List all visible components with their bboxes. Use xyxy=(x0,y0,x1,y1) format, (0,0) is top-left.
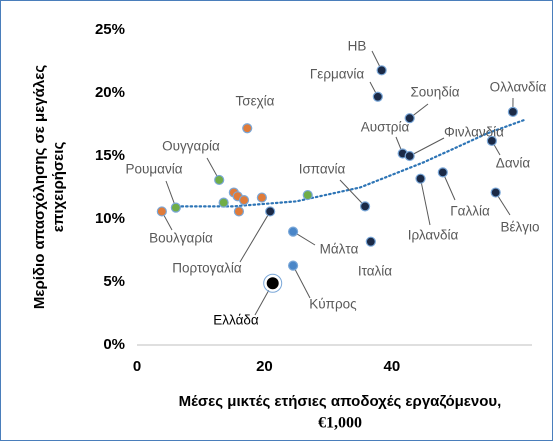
point-label: Ολλανδία xyxy=(490,80,547,95)
x-tick-label: 40 xyxy=(383,358,400,375)
point xyxy=(265,206,276,217)
point xyxy=(365,236,376,247)
point xyxy=(486,135,497,146)
y-tick-label: 20% xyxy=(95,84,125,101)
y-tick-label: 15% xyxy=(95,147,125,164)
point-label: Ιταλία xyxy=(358,264,392,279)
point xyxy=(372,91,383,102)
point xyxy=(256,192,267,203)
y-axis-label: επιχειρήσεις xyxy=(50,142,67,233)
point-label: Δανία xyxy=(496,156,531,171)
point xyxy=(238,195,250,206)
x-tick-label: 0 xyxy=(133,358,141,375)
point-label: Βουλγαρία xyxy=(149,231,213,246)
point-label: Σουηδία xyxy=(410,85,459,100)
point xyxy=(156,206,167,217)
point xyxy=(287,226,299,237)
leader-line xyxy=(239,211,271,263)
point xyxy=(404,150,415,162)
point xyxy=(359,201,371,212)
point-label: Ελλάδα xyxy=(213,313,259,328)
point-label: Κύπρος xyxy=(309,297,357,312)
point xyxy=(264,275,281,292)
x-tick-label: 20 xyxy=(256,358,273,375)
point xyxy=(437,167,448,178)
leader-line xyxy=(339,179,366,207)
y-tick-label: 5% xyxy=(103,273,125,290)
point xyxy=(233,206,245,217)
point-label: Πορτογαλία xyxy=(172,261,242,276)
point-label: Μάλτα xyxy=(320,242,359,257)
x-axis-label: Μέσες μικτές ετήσιες αποδοχές εργαζόμενο… xyxy=(179,393,502,410)
point xyxy=(170,202,181,213)
point-label: Βέλγιο xyxy=(500,220,539,235)
y-tick-label: 25% xyxy=(95,21,125,38)
point xyxy=(404,113,415,124)
point-label: Φινλανδία xyxy=(444,125,504,140)
point-label: Γερμανία xyxy=(310,67,364,82)
point-ring xyxy=(263,273,283,293)
leader-line xyxy=(420,178,431,226)
point xyxy=(490,187,501,198)
point-label: Τσεχία xyxy=(235,94,274,109)
leader-line xyxy=(292,265,311,299)
point xyxy=(218,197,229,208)
y-tick-label: 0% xyxy=(103,336,125,353)
y-axis-label: Μερίδιο απασχόλησης σε μεγάλες xyxy=(31,65,48,309)
point-label: ΗΒ xyxy=(348,39,367,54)
point-label: Ρουμανία xyxy=(125,162,182,177)
point xyxy=(415,173,426,184)
trendline xyxy=(180,118,527,208)
point xyxy=(242,123,253,134)
point xyxy=(287,260,299,271)
point xyxy=(376,65,387,76)
y-tick-label: 10% xyxy=(95,210,125,227)
point xyxy=(507,106,518,118)
point xyxy=(302,189,313,201)
point-label: Ισπανία xyxy=(299,162,346,177)
point-label: Ουγγαρία xyxy=(162,139,220,154)
point-label: Γαλλία xyxy=(450,204,490,219)
point-label: Ιρλανδία xyxy=(408,228,459,243)
point xyxy=(214,174,225,186)
leader-line xyxy=(409,137,445,157)
point-label: Αυστρία xyxy=(361,120,410,135)
x-axis-label: €1,000 xyxy=(318,415,362,432)
